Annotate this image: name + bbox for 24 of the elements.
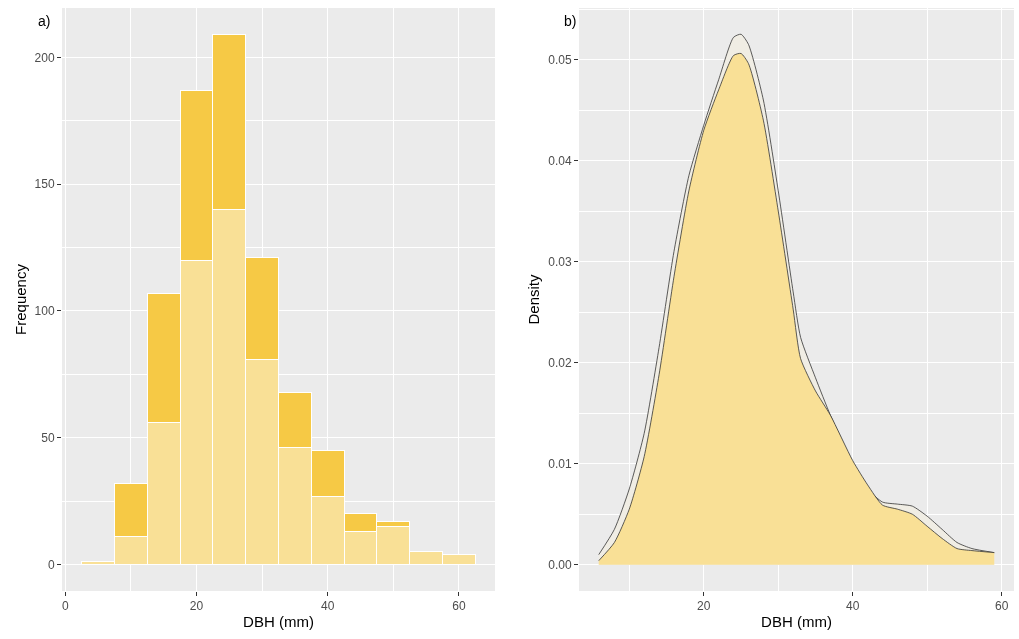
y-tick-label: 100	[34, 304, 55, 319]
x-tick-label: 60	[995, 599, 1009, 614]
y-tick-label: 0.02	[548, 355, 572, 370]
x-axis-title: DBH (mm)	[761, 613, 832, 631]
text: a)	[38, 13, 51, 29]
x-tick-label: 20	[189, 599, 204, 614]
y-tick-label: 150	[34, 177, 55, 192]
y-tick-label: 0.05	[548, 52, 572, 67]
y-tick-label: 0.00	[548, 557, 572, 572]
x-tick-label: 20	[697, 599, 711, 614]
y-tick-label: 200	[34, 50, 55, 65]
x-tick-label: 60	[452, 599, 466, 614]
y-tick-label: 0.01	[548, 456, 572, 471]
x-tick-label: 0	[61, 599, 69, 614]
y-tick-label: 0.03	[548, 254, 572, 269]
text: b)	[564, 13, 577, 29]
x-tick-label: 40	[846, 599, 860, 614]
x-axis-title: DBH (mm)	[243, 613, 314, 631]
y-tick-label: 50	[41, 430, 55, 445]
y-axis-title: Density	[525, 274, 543, 325]
y-tick-label: 0.04	[548, 153, 572, 168]
x-tick-label: 40	[321, 599, 335, 614]
y-axis-title: Frequency	[11, 263, 29, 335]
y-tick-label: 0	[47, 557, 55, 572]
